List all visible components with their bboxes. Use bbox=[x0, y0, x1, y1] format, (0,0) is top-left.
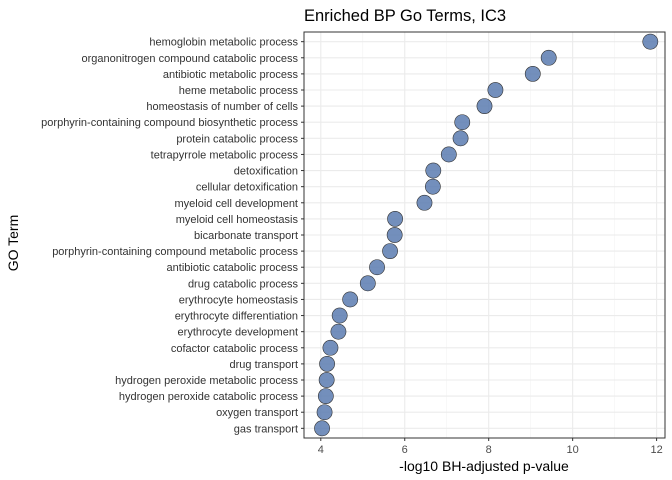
data-point bbox=[318, 372, 335, 388]
y-tick-label: erythrocyte homeostasis bbox=[179, 294, 299, 306]
data-point bbox=[452, 130, 469, 147]
y-tick-label: heme metabolic process bbox=[179, 85, 299, 97]
data-point bbox=[540, 49, 557, 66]
data-point bbox=[317, 388, 334, 405]
data-point bbox=[424, 178, 441, 195]
y-tick-label: oxygen transport bbox=[216, 407, 298, 419]
data-point bbox=[476, 98, 493, 115]
y-tick-label: hydrogen peroxide metabolic process bbox=[115, 375, 298, 387]
y-tick-label: myeloid cell homeostasis bbox=[176, 214, 299, 226]
data-point bbox=[359, 275, 376, 292]
y-tick-label: hemoglobin metabolic process bbox=[149, 37, 298, 49]
data-point bbox=[386, 227, 403, 243]
y-tick-label: detoxification bbox=[234, 166, 298, 178]
y-tick-label: cofactor catabolic process bbox=[171, 343, 299, 355]
data-point bbox=[487, 82, 504, 98]
data-point bbox=[382, 243, 398, 260]
points-layer bbox=[314, 33, 659, 437]
data-point bbox=[330, 323, 347, 340]
y-tick-label: myeloid cell development bbox=[174, 198, 298, 210]
y-tick-label: tetrapyrrole metabolic process bbox=[151, 149, 299, 161]
y-tick-label: cellular detoxification bbox=[196, 182, 298, 194]
x-tick-label: 12 bbox=[650, 444, 662, 456]
y-tick-label: porphyrin-containing compound metabolic … bbox=[52, 246, 298, 258]
y-tick-label: gas transport bbox=[234, 423, 298, 435]
y-tick-label: erythrocyte development bbox=[178, 327, 298, 339]
y-tick-label: protein catabolic process bbox=[176, 133, 298, 145]
data-point bbox=[322, 339, 339, 356]
y-tick-label: antibiotic metabolic process bbox=[163, 69, 299, 81]
data-point bbox=[642, 33, 659, 50]
y-tick-label: porphyrin-containing compound biosynthet… bbox=[41, 117, 298, 129]
data-point bbox=[314, 420, 330, 437]
y-tick-label: erythrocyte differentiation bbox=[175, 311, 298, 323]
x-tick-label: 6 bbox=[402, 444, 408, 456]
x-tick-label: 8 bbox=[486, 444, 492, 456]
data-point bbox=[319, 355, 335, 372]
y-tick-label: hydrogen peroxide catabolic process bbox=[119, 391, 299, 403]
x-axis: 4 6 8 10 12 bbox=[318, 438, 663, 456]
y-tick-label: organonitrogen compound catabolic proces… bbox=[82, 53, 299, 65]
x-tick-label: 4 bbox=[318, 444, 324, 456]
y-tick-label: drug catabolic process bbox=[188, 278, 299, 290]
data-point bbox=[454, 114, 471, 131]
y-tick-label: antibiotic catabolic process bbox=[167, 262, 299, 274]
data-point bbox=[425, 162, 442, 179]
x-tick-label: 10 bbox=[567, 444, 579, 456]
data-point bbox=[331, 307, 348, 324]
data-point bbox=[387, 210, 403, 227]
x-axis-title: -log10 BH-adjusted p-value bbox=[399, 458, 569, 474]
y-tick-label: drug transport bbox=[230, 359, 298, 371]
data-point bbox=[342, 291, 359, 308]
chart-title: Enriched BP Go Terms, IC3 bbox=[304, 7, 506, 25]
y-axis-title: GO Term bbox=[5, 215, 21, 272]
y-tick-label: bicarbonate transport bbox=[194, 230, 298, 242]
data-point bbox=[524, 65, 541, 82]
grid-layer bbox=[304, 32, 665, 438]
data-point bbox=[416, 194, 433, 211]
data-point bbox=[369, 259, 385, 276]
y-tick-label: homeostasis of number of cells bbox=[146, 101, 298, 113]
y-axis: hemoglobin metabolic process organonitrog… bbox=[41, 37, 304, 435]
data-point bbox=[440, 146, 457, 163]
data-point bbox=[316, 404, 333, 421]
